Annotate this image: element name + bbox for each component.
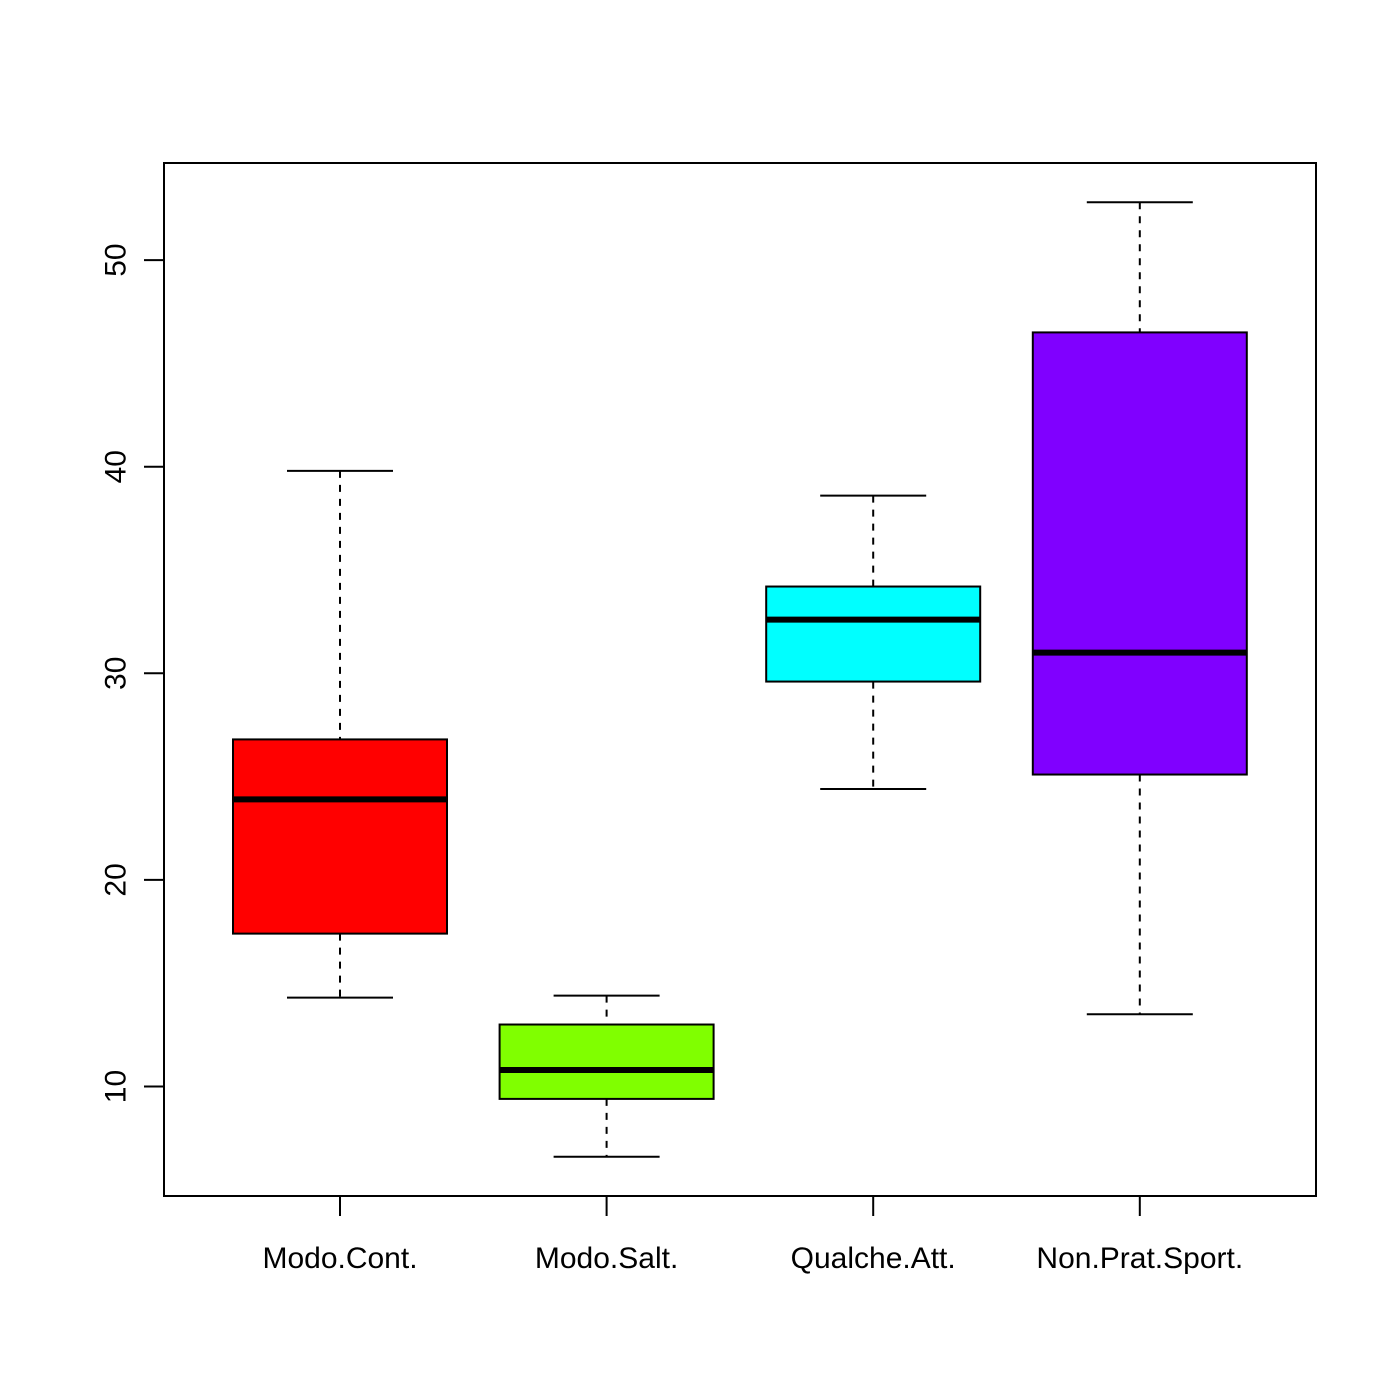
- x-tick-label: Qualche.Att.: [791, 1242, 956, 1275]
- box-modo-salt: [498, 994, 715, 1158]
- box-modo-cont: [232, 469, 448, 999]
- x-tick-label: Modo.Cont.: [262, 1242, 417, 1275]
- boxes-group: [232, 201, 1248, 1158]
- y-tick-label: 50: [100, 243, 133, 276]
- box-iqr: [232, 738, 448, 935]
- x-tick-label: Non.Prat.Sport.: [1036, 1242, 1243, 1275]
- box-non-prat-sport: [1031, 201, 1248, 1016]
- y-tick-label: 20: [100, 863, 133, 896]
- y-axis: 10 20 30 40 50: [100, 243, 165, 1103]
- y-tick-label: 10: [100, 1070, 133, 1103]
- x-tick-label: Modo.Salt.: [535, 1242, 678, 1275]
- x-axis: Modo.Cont. Modo.Salt. Qualche.Att. Non.Prat…: [262, 1196, 1243, 1275]
- y-tick-label: 30: [100, 657, 133, 690]
- y-tick-label: 40: [100, 450, 133, 483]
- box-iqr: [765, 585, 982, 683]
- box-qualche-att: [765, 494, 982, 790]
- box-iqr: [498, 1023, 715, 1100]
- box-iqr: [1031, 331, 1248, 776]
